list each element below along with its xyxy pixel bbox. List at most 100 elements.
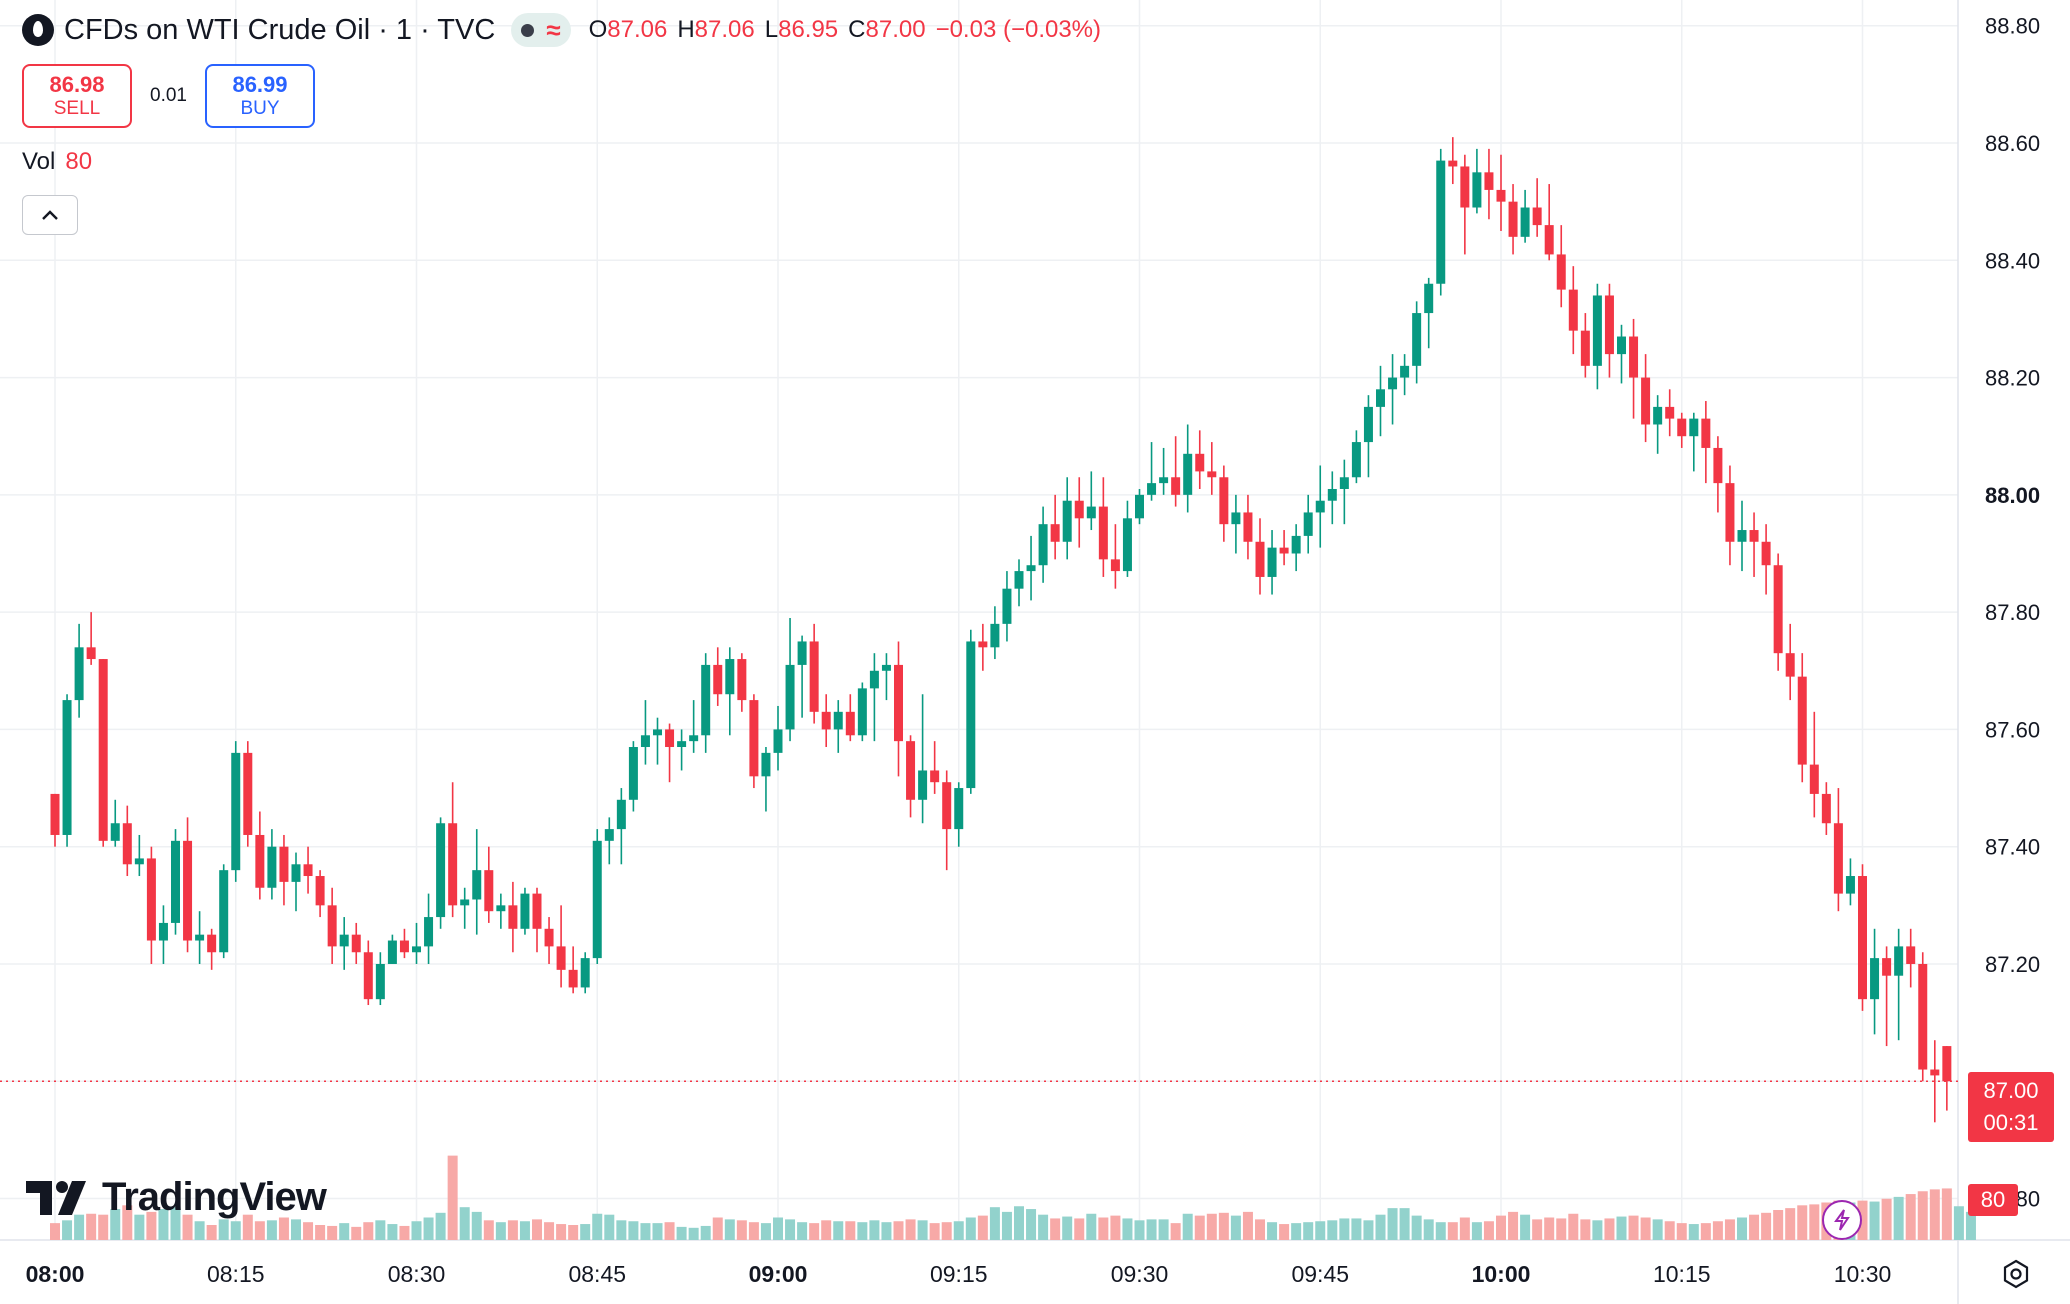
volume-bar (1206, 1213, 1217, 1240)
volume-bar (1267, 1222, 1278, 1240)
candle-body (1339, 477, 1349, 489)
candle-body (1014, 571, 1024, 589)
volume-bar (1026, 1209, 1037, 1240)
candle (1870, 928, 1880, 1035)
candle-body (894, 664, 903, 742)
candle (1725, 465, 1735, 566)
tradingview-logo-icon (26, 1180, 86, 1215)
candle-body (1122, 518, 1132, 572)
candle-body (1363, 406, 1373, 443)
price-tick-label: 88.80 (1985, 14, 2040, 39)
candle (1484, 148, 1494, 220)
time-tick-label: 08:00 (26, 1261, 85, 1287)
candle-body (689, 735, 699, 742)
time-tick-label: 10:00 (1472, 1261, 1531, 1287)
candle-body (1604, 295, 1614, 355)
volume-bar (1375, 1214, 1386, 1240)
chart-settings-button[interactable] (2000, 1258, 2032, 1295)
candle-body (195, 934, 205, 941)
volume-bar (785, 1219, 796, 1240)
candle (532, 887, 542, 953)
tradingview-logo[interactable]: TradingView (26, 1175, 327, 1220)
candle-body (1773, 565, 1783, 654)
snapshot-button[interactable] (1822, 1200, 1862, 1240)
volume-bar (1459, 1217, 1470, 1240)
candle-body (966, 641, 976, 789)
candle-body (267, 846, 277, 888)
sell-button[interactable]: 86.98 SELL (22, 64, 132, 128)
candle-body (1845, 876, 1855, 894)
candle (1219, 465, 1229, 542)
candle (640, 700, 650, 765)
candle (520, 887, 530, 935)
market-status-dot-icon (521, 23, 535, 37)
candle-body (1351, 442, 1361, 478)
price-axis[interactable]: 88.80 88.60 88.40 88.20 88.00 87.80 87.60 87.40… (1985, 14, 2040, 1212)
candle (1412, 301, 1422, 384)
candle (472, 829, 482, 935)
volume-value: 80 (65, 148, 93, 175)
candle (86, 612, 96, 665)
candle (1677, 412, 1687, 448)
candle-body (1460, 166, 1470, 208)
candle-body (1689, 418, 1699, 437)
candle-body (363, 952, 373, 1000)
candle-body (1195, 453, 1205, 472)
volume-bar (1941, 1188, 1952, 1240)
candle (363, 940, 373, 1006)
candle (1544, 184, 1554, 261)
volume-bar (194, 1221, 205, 1240)
volume-legend[interactable]: Vol 80 (22, 148, 92, 176)
candle (918, 694, 928, 824)
market-status-pill[interactable]: ≈ (511, 13, 571, 47)
change-value: −0.03 (−0.03%) (935, 16, 1102, 43)
candle-body (86, 647, 96, 660)
candle-body (1544, 225, 1554, 255)
volume-bar (1712, 1221, 1723, 1240)
candle-body (1303, 512, 1313, 536)
volume-bar (724, 1219, 735, 1240)
candle (701, 653, 711, 753)
candle-body (821, 711, 831, 730)
candle-body (1592, 295, 1602, 366)
volume-bar (315, 1225, 326, 1240)
collapse-legend-button[interactable] (22, 195, 78, 235)
candle-body (833, 711, 843, 730)
time-axis[interactable]: 08:00 08:15 08:30 08:45 09:00 09:15 09:30 09:45… (26, 1261, 1892, 1287)
candle (1930, 1040, 1940, 1123)
candle (339, 917, 349, 970)
buy-button[interactable]: 86.99 BUY (204, 64, 315, 128)
volume-bar (1146, 1219, 1157, 1240)
candle-body (1472, 172, 1482, 208)
candle-body (1665, 406, 1675, 419)
price-tick-label: 87.60 (1985, 717, 2040, 742)
candle-body (315, 876, 325, 906)
candle (544, 917, 554, 964)
time-tick-label: 09:15 (930, 1261, 988, 1287)
candle (1363, 395, 1373, 478)
volume-bar (303, 1222, 314, 1240)
candle (677, 729, 687, 771)
candle (1231, 494, 1241, 554)
volume-bar (628, 1221, 639, 1240)
candle-body (1737, 530, 1747, 542)
candle (1906, 928, 1916, 988)
candle-body (725, 659, 735, 695)
candle-body (1930, 1069, 1940, 1076)
volume-bar (1881, 1198, 1892, 1240)
symbol-title[interactable]: CFDs on WTI Crude Oil · 1 · TVC (64, 13, 496, 46)
candle (1858, 864, 1867, 1011)
volume-bar (917, 1220, 928, 1240)
candle (1243, 494, 1253, 560)
volume-bar (616, 1220, 627, 1240)
candle (1400, 354, 1410, 396)
candle (1255, 518, 1265, 595)
volume-bar (375, 1220, 386, 1240)
candle (1376, 365, 1385, 437)
candle (1918, 952, 1928, 1082)
candle-body (1484, 172, 1494, 190)
candle-body (1918, 963, 1928, 1070)
sell-price: 86.98 (49, 72, 105, 97)
volume-bar (760, 1223, 771, 1240)
